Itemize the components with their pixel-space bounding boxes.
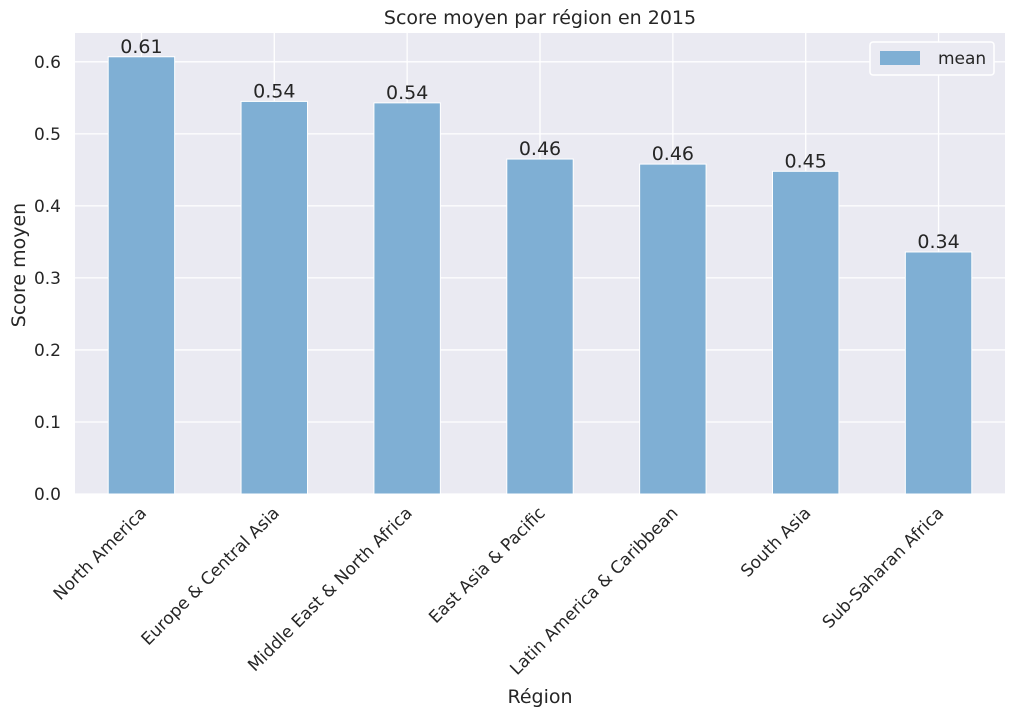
bar bbox=[107, 56, 176, 495]
x-axis-label: Région bbox=[507, 686, 572, 708]
data-label: 0.54 bbox=[253, 80, 295, 102]
data-label: 0.46 bbox=[652, 143, 694, 165]
bar bbox=[240, 100, 308, 495]
bar bbox=[506, 158, 574, 495]
y-tick-label: 0.6 bbox=[34, 53, 61, 73]
data-label: 0.34 bbox=[917, 231, 959, 253]
data-labels: 0.61 0.54 0.54 0.46 0.46 0.45 0.34 bbox=[120, 36, 959, 253]
x-tick-label: East Asia & Pacific bbox=[425, 503, 549, 627]
bar bbox=[904, 251, 973, 495]
chart-title: Score moyen par région en 2015 bbox=[384, 7, 696, 29]
y-tick-label: 0.1 bbox=[34, 413, 61, 433]
x-tick-label: Europe & Central Asia bbox=[138, 503, 284, 649]
legend-box bbox=[869, 41, 995, 76]
data-label: 0.61 bbox=[120, 36, 162, 58]
legend: mean bbox=[869, 41, 995, 76]
data-label: 0.46 bbox=[519, 138, 561, 160]
y-tick-labels: 0.0 0.1 0.2 0.3 0.4 0.5 0.6 bbox=[34, 53, 61, 505]
x-tick-label: North America bbox=[50, 503, 151, 604]
y-axis-label: Score moyen bbox=[8, 203, 30, 327]
y-tick-label: 0.3 bbox=[34, 269, 61, 289]
y-tick-label: 0.2 bbox=[34, 341, 61, 361]
y-tick-label: 0.5 bbox=[34, 125, 61, 145]
x-tick-label: South Asia bbox=[737, 503, 815, 581]
legend-swatch bbox=[880, 51, 920, 65]
x-tick-label: Sub-Saharan Africa bbox=[819, 503, 948, 632]
data-label: 0.45 bbox=[785, 150, 827, 172]
y-tick-label: 0.4 bbox=[34, 197, 61, 217]
bar bbox=[772, 170, 840, 495]
bar bbox=[639, 163, 707, 495]
bar bbox=[373, 102, 441, 495]
data-label: 0.54 bbox=[386, 82, 428, 104]
bars bbox=[107, 56, 973, 495]
legend-label: mean bbox=[938, 49, 986, 69]
y-tick-label: 0.0 bbox=[34, 485, 61, 505]
